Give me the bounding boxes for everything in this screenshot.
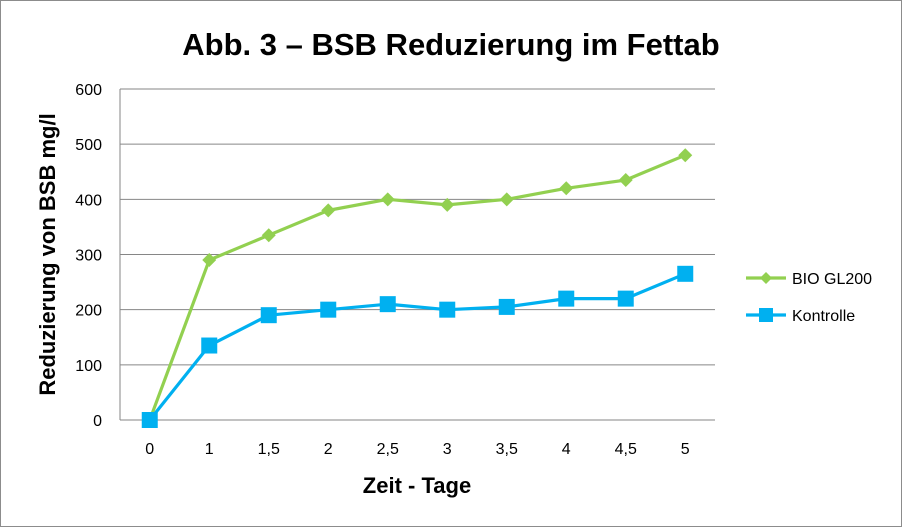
y-tick-label: 600	[75, 82, 102, 99]
legend-item: BIO GL200	[746, 271, 872, 288]
x-tick-labels: 0 1 1,5 2 2,5 3 3,5 4 4,5 5	[145, 441, 690, 458]
data-point-square	[558, 290, 575, 307]
legend-label: Kontrolle	[792, 308, 855, 325]
data-point-square	[320, 301, 337, 318]
data-point-square	[379, 296, 396, 313]
data-point-square	[141, 412, 158, 428]
x-tick-label: 4	[562, 441, 571, 458]
x-tick-label: 0	[145, 441, 154, 458]
x-tick-label: 4,5	[615, 441, 637, 458]
data-point-square	[617, 290, 634, 307]
legend-item: Kontrolle	[746, 308, 855, 325]
y-tick-label: 100	[75, 358, 102, 375]
data-point-diamond	[499, 192, 514, 207]
plot-area	[141, 148, 694, 428]
y-tick-label: 200	[75, 303, 102, 320]
y-axis-title: Reduzierung von BSB mg/l	[35, 113, 60, 395]
data-point-square	[498, 298, 515, 315]
y-tick-labels: 0 100 200 300 400 500 600	[75, 82, 102, 430]
data-point-square	[201, 337, 218, 354]
x-tick-label: 3	[443, 441, 452, 458]
chart-title: Abb. 3 – BSB Reduzierung im Fettab	[182, 27, 719, 62]
legend: BIO GL200 Kontrolle	[746, 271, 872, 325]
data-point-square	[260, 307, 277, 324]
data-point-diamond	[559, 181, 574, 196]
y-tick-label: 400	[75, 192, 102, 209]
series-line	[148, 153, 686, 421]
x-tick-label: 2,5	[377, 441, 399, 458]
legend-marker-square	[759, 308, 773, 322]
y-tick-label: 500	[75, 137, 102, 154]
data-point-diamond	[321, 203, 336, 218]
y-tick-label: 300	[75, 248, 102, 265]
series-line	[148, 272, 686, 421]
x-axis-title: Zeit - Tage	[363, 473, 471, 498]
legend-label: BIO GL200	[792, 271, 872, 288]
data-point-diamond	[261, 228, 276, 243]
y-tick-label: 0	[93, 413, 102, 430]
data-point-square	[439, 301, 456, 318]
data-point-diamond	[678, 148, 693, 163]
data-point-diamond	[380, 192, 395, 207]
data-point-diamond	[618, 173, 633, 188]
data-point-diamond	[440, 197, 455, 212]
x-tick-label: 3,5	[496, 441, 518, 458]
x-tick-label: 1	[205, 441, 214, 458]
data-point-square	[677, 265, 694, 282]
series-bio-gl200	[142, 148, 693, 427]
data-point-diamond	[202, 253, 217, 268]
x-tick-label: 5	[681, 441, 690, 458]
x-tick-label: 2	[324, 441, 333, 458]
x-tick-label: 1,5	[258, 441, 280, 458]
legend-marker-diamond	[760, 272, 772, 284]
series-kontrolle	[141, 265, 694, 428]
